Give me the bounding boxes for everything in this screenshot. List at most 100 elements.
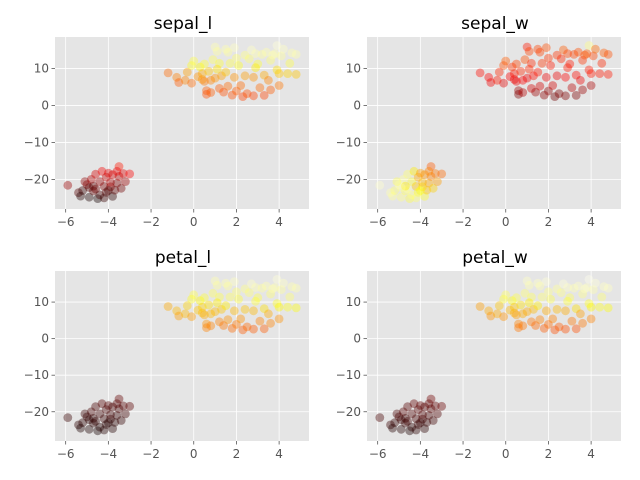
data-point xyxy=(437,401,447,411)
data-point xyxy=(242,322,252,332)
data-point xyxy=(219,321,229,330)
y-tick-label: 0 xyxy=(41,332,49,346)
x-tick-label: 4 xyxy=(587,215,595,229)
data-point xyxy=(283,69,293,78)
data-point xyxy=(595,69,605,78)
data-point xyxy=(253,59,263,69)
data-point xyxy=(522,276,532,286)
x-tick-label: −2 xyxy=(142,447,160,461)
data-point xyxy=(584,275,594,284)
data-point xyxy=(202,323,211,333)
data-point xyxy=(180,309,190,319)
data-point xyxy=(110,418,120,427)
data-point xyxy=(187,61,197,70)
data-point xyxy=(430,401,440,411)
data-point xyxy=(565,293,575,303)
data-point xyxy=(418,410,427,420)
data-point xyxy=(259,304,269,314)
panel-title: petal_w xyxy=(462,248,528,268)
data-point xyxy=(247,279,256,289)
data-point xyxy=(225,58,235,68)
data-point xyxy=(392,177,402,187)
data-point xyxy=(578,318,587,328)
data-point xyxy=(82,180,92,190)
data-point xyxy=(268,284,278,294)
data-point xyxy=(571,91,581,100)
data-point xyxy=(212,64,222,74)
data-point xyxy=(118,401,128,411)
data-point xyxy=(509,302,519,312)
data-point xyxy=(106,414,115,424)
data-point xyxy=(251,283,260,292)
data-point xyxy=(200,310,209,320)
y-tick-label: −20 xyxy=(24,405,49,419)
data-point xyxy=(571,70,581,80)
data-point xyxy=(556,288,566,297)
data-point xyxy=(247,45,256,55)
data-point xyxy=(552,50,562,60)
data-point xyxy=(401,413,410,423)
data-point xyxy=(518,321,528,331)
data-point xyxy=(413,420,423,429)
data-point xyxy=(509,69,519,78)
data-point xyxy=(266,289,275,299)
data-point xyxy=(86,175,96,184)
data-point xyxy=(405,194,415,204)
data-point xyxy=(418,414,427,424)
data-point xyxy=(561,91,570,101)
data-point xyxy=(522,73,532,83)
data-point xyxy=(91,184,100,194)
panel-title: sepal_w xyxy=(461,14,529,34)
data-point xyxy=(104,186,113,195)
data-point xyxy=(82,412,92,422)
data-point xyxy=(531,321,540,330)
data-point xyxy=(550,325,560,335)
data-point xyxy=(539,324,549,333)
data-point xyxy=(114,394,124,404)
data-point xyxy=(584,41,594,50)
data-point xyxy=(386,420,395,430)
data-point xyxy=(261,47,271,57)
data-point xyxy=(409,399,419,409)
data-point xyxy=(268,50,278,60)
data-point xyxy=(112,399,122,409)
data-point xyxy=(172,306,182,316)
data-point xyxy=(599,48,609,58)
plot-area xyxy=(367,37,621,209)
data-point xyxy=(561,324,570,334)
data-point xyxy=(533,67,543,77)
data-point xyxy=(99,182,109,191)
data-point xyxy=(416,168,425,178)
data-point xyxy=(108,402,117,412)
data-point xyxy=(537,58,547,68)
data-point xyxy=(392,409,402,419)
data-point xyxy=(180,75,190,85)
data-point xyxy=(499,61,508,70)
data-point xyxy=(106,410,115,420)
x-tick-label: 0 xyxy=(190,447,198,461)
data-point xyxy=(197,69,207,78)
data-point xyxy=(418,182,427,192)
data-point xyxy=(413,188,423,197)
y-tick-label: −10 xyxy=(24,368,49,382)
data-point xyxy=(261,281,271,291)
data-point xyxy=(257,283,267,293)
data-point xyxy=(535,81,545,91)
data-point xyxy=(411,193,421,203)
data-point xyxy=(234,61,244,70)
data-point xyxy=(527,84,536,93)
data-point xyxy=(541,306,551,316)
data-point xyxy=(204,300,214,310)
data-point xyxy=(210,307,220,316)
data-point xyxy=(401,181,410,191)
data-point xyxy=(227,324,237,333)
data-point xyxy=(187,312,197,322)
data-point xyxy=(486,78,496,87)
data-point xyxy=(424,178,434,188)
data-point xyxy=(520,288,530,298)
data-point xyxy=(212,298,222,308)
data-point xyxy=(264,309,273,319)
data-point xyxy=(200,59,209,69)
x-tick-label: 4 xyxy=(587,447,595,461)
data-point xyxy=(221,44,231,54)
